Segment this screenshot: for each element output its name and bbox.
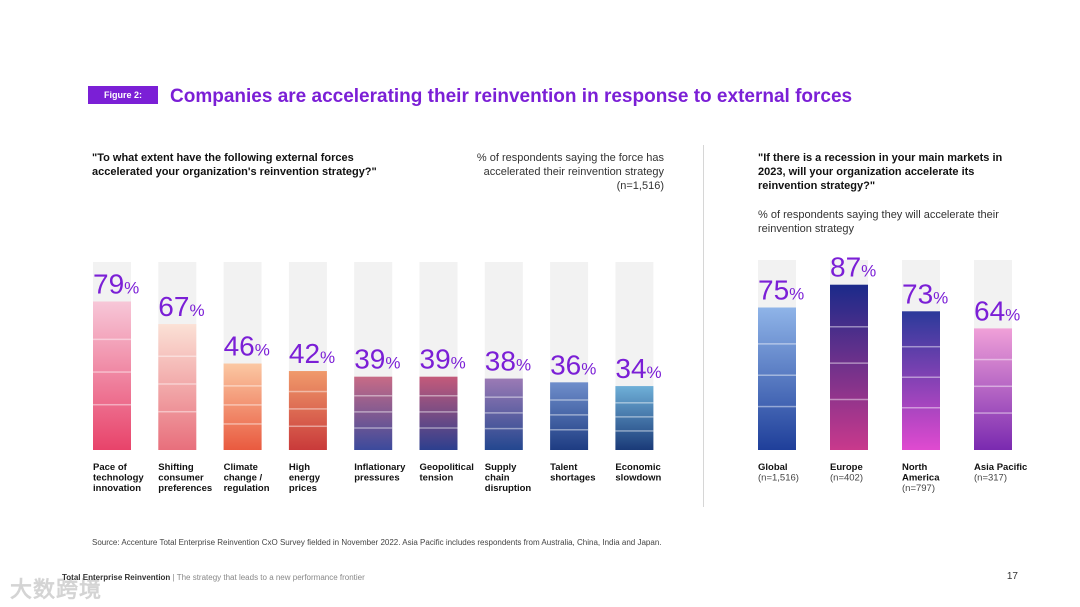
left-bar-streak-7-0 — [550, 399, 589, 401]
right-bar-streak-3-2 — [974, 412, 1012, 414]
left-category-label-6: Supply chain disruption — [485, 462, 532, 494]
left-bar-streak-4-2 — [354, 427, 393, 429]
page-number: 17 — [1006, 571, 1018, 582]
right-value-label-1: 87% — [830, 252, 876, 283]
right-value-label-2: 73% — [902, 278, 948, 309]
left-category-label-7: Talent shortages — [550, 462, 595, 484]
right-bar-3 — [974, 328, 1012, 450]
left-bar-5 — [419, 376, 458, 450]
left-category-label-8: Economic slowdown — [615, 462, 661, 484]
right-category-label-1: Europe (n=402) — [830, 462, 863, 484]
left-bar-streak-7-1 — [550, 414, 589, 416]
left-value-label-7: 36% — [550, 349, 596, 380]
left-question: "To what extent have the following exter… — [92, 152, 377, 178]
left-bar-1 — [158, 324, 197, 450]
left-category-label-4: Inflationary pressures — [354, 462, 406, 484]
left-bar-streak-4-0 — [354, 395, 393, 397]
watermark: 大数跨境 — [10, 577, 103, 602]
recession-acceleration-chart: 75% Global (n=1,516) 87% Europe (n=402) 73% Nor… — [758, 252, 1027, 494]
right-value-label-3: 64% — [974, 295, 1020, 326]
right-bar-streak-2-1 — [902, 376, 940, 378]
left-value-label-8: 34% — [615, 353, 661, 384]
right-category-label-3: Asia Pacific (n=317) — [974, 462, 1027, 484]
left-bar-streak-4-1 — [354, 411, 393, 413]
left-bar-streak-8-2 — [615, 430, 654, 432]
left-bar-streak-7-2 — [550, 429, 589, 431]
right-bar-streak-2-0 — [902, 345, 940, 348]
left-bar-streak-1-1 — [158, 383, 197, 385]
left-bar-3 — [288, 371, 327, 450]
right-bar-0 — [758, 307, 796, 450]
left-value-label-5: 39% — [420, 344, 466, 375]
left-bar-streak-2-0 — [223, 385, 262, 387]
source-note: Source: Accenture Total Enterprise Reinv… — [92, 538, 662, 547]
left-bar-streak-6-2 — [484, 427, 523, 430]
left-bar-streak-8-1 — [615, 416, 654, 418]
panel-divider — [703, 145, 704, 507]
left-value-label-1: 67% — [158, 291, 204, 322]
right-value-label-0: 75% — [758, 275, 804, 306]
left-bar-streak-2-2 — [223, 423, 262, 425]
figure-badge: Figure 2: — [88, 86, 158, 104]
left-value-label-4: 39% — [354, 344, 400, 375]
left-category-label-3: High energy prices — [289, 462, 321, 494]
left-category-label-0: Pace of technology innovation — [93, 462, 144, 494]
left-bar-streak-6-0 — [484, 396, 523, 398]
right-note: % of respondents saying they will accele… — [758, 209, 999, 235]
right-category-label-0: Global (n=1,516) — [758, 462, 799, 484]
left-bar-4 — [354, 376, 393, 450]
footer-tagline: | The strategy that leads to a new perfo… — [170, 573, 365, 582]
right-category-label-2: North America (n=797) — [902, 462, 940, 494]
right-bar-streak-0-0 — [758, 343, 796, 345]
left-bar-streak-5-0 — [419, 395, 458, 397]
left-bar-streak-8-0 — [615, 402, 654, 404]
left-note: % of respondents saying the force has ac… — [476, 152, 664, 192]
left-category-label-5: Geopolitical tension — [420, 462, 474, 484]
footer: Total Enterprise Reinvention | The strat… — [62, 573, 365, 582]
left-bar-8 — [615, 386, 654, 450]
left-bar-streak-0-2 — [93, 403, 131, 406]
right-bar-streak-1-0 — [830, 326, 868, 328]
right-bar-streak-2-2 — [902, 407, 940, 409]
footer-brand: Total Enterprise Reinvention — [62, 573, 171, 582]
right-bar-streak-0-1 — [758, 374, 796, 376]
left-bar-streak-5-1 — [419, 411, 458, 413]
left-bar-streak-6-1 — [484, 412, 523, 414]
left-bar-0 — [93, 301, 131, 450]
left-bar-streak-1-2 — [158, 410, 197, 413]
external-forces-chart: 79% Pace of technology innovation 67% Shiftin… — [93, 262, 662, 494]
left-bar-streak-3-2 — [288, 425, 327, 428]
left-bar-streak-0-1 — [93, 371, 131, 373]
right-bar-1 — [830, 284, 868, 450]
figure-title: Companies are accelerating their reinven… — [170, 86, 853, 107]
right-bar-streak-3-1 — [974, 385, 1012, 388]
left-bar-6 — [484, 378, 523, 450]
right-bar-2 — [902, 311, 940, 450]
right-bar-streak-1-1 — [830, 362, 868, 364]
left-value-label-6: 38% — [485, 346, 531, 377]
left-bar-streak-1-0 — [158, 355, 197, 358]
left-bar-2 — [223, 363, 262, 450]
left-bar-streak-3-0 — [288, 390, 327, 393]
right-question: "If there is a recession in your main ma… — [758, 152, 1003, 192]
left-bar-streak-3-1 — [288, 408, 327, 410]
left-bar-streak-2-1 — [223, 404, 262, 406]
right-bar-streak-0-2 — [758, 405, 796, 408]
left-bar-streak-0-0 — [93, 338, 131, 341]
left-bar-7 — [550, 382, 589, 450]
right-bar-streak-3-0 — [974, 358, 1012, 361]
left-category-label-2: Climate change / regulation — [224, 462, 270, 494]
left-category-label-1: Shifting consumer preferences — [158, 462, 212, 494]
right-bar-streak-1-2 — [830, 398, 868, 401]
left-value-label-0: 79% — [93, 268, 139, 299]
left-value-label-3: 42% — [289, 338, 335, 369]
left-value-label-2: 46% — [224, 331, 270, 362]
left-bar-streak-5-2 — [419, 427, 458, 429]
